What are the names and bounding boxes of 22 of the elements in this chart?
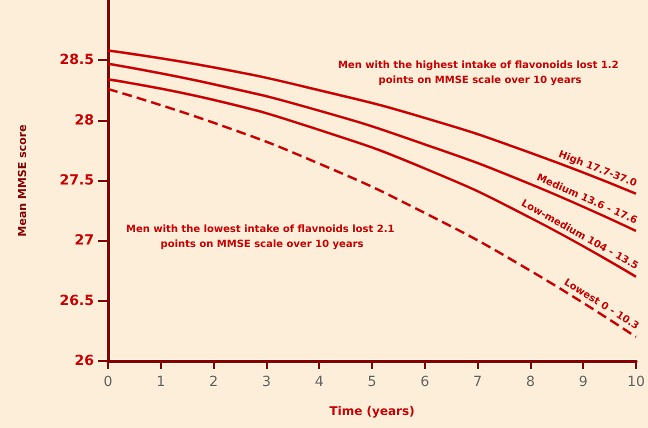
y-tick-label: 28.5 — [59, 52, 94, 68]
x-tick-label: 4 — [314, 374, 324, 390]
x-tick-label: 6 — [420, 374, 430, 390]
x-axis-title: Time (years) — [329, 404, 415, 418]
x-tick-label: 5 — [368, 374, 376, 390]
y-tick-label: 26.5 — [59, 292, 94, 309]
y-tick-label: 28 — [74, 112, 94, 128]
x-tick-label: 8 — [526, 374, 535, 390]
annotation: Men with the highest intake of flavonoids lost 1.2 points on MMSE scale over 10 years — [338, 60, 622, 86]
x-tick-label: 0 — [104, 374, 112, 390]
y-tick-label: 27 — [74, 232, 94, 249]
x-tick-label: 3 — [262, 374, 271, 390]
y-tick-label: 26 — [74, 353, 94, 369]
x-tick-label: 2 — [209, 374, 218, 390]
x-tick-label: 7 — [473, 374, 482, 390]
y-axis-title: Mean MMSE score — [16, 124, 29, 237]
y-tick-label: 27.5 — [59, 172, 94, 188]
line-series — [106, 88, 638, 338]
annotation: Men with the lowest intake of flavnoids lost 2.1 points on MMSE scale over 10 years — [126, 224, 398, 250]
x-tick-label: 1 — [156, 374, 166, 390]
x-tick-label: 9 — [578, 374, 588, 390]
x-tick-label: 10 — [627, 374, 645, 390]
